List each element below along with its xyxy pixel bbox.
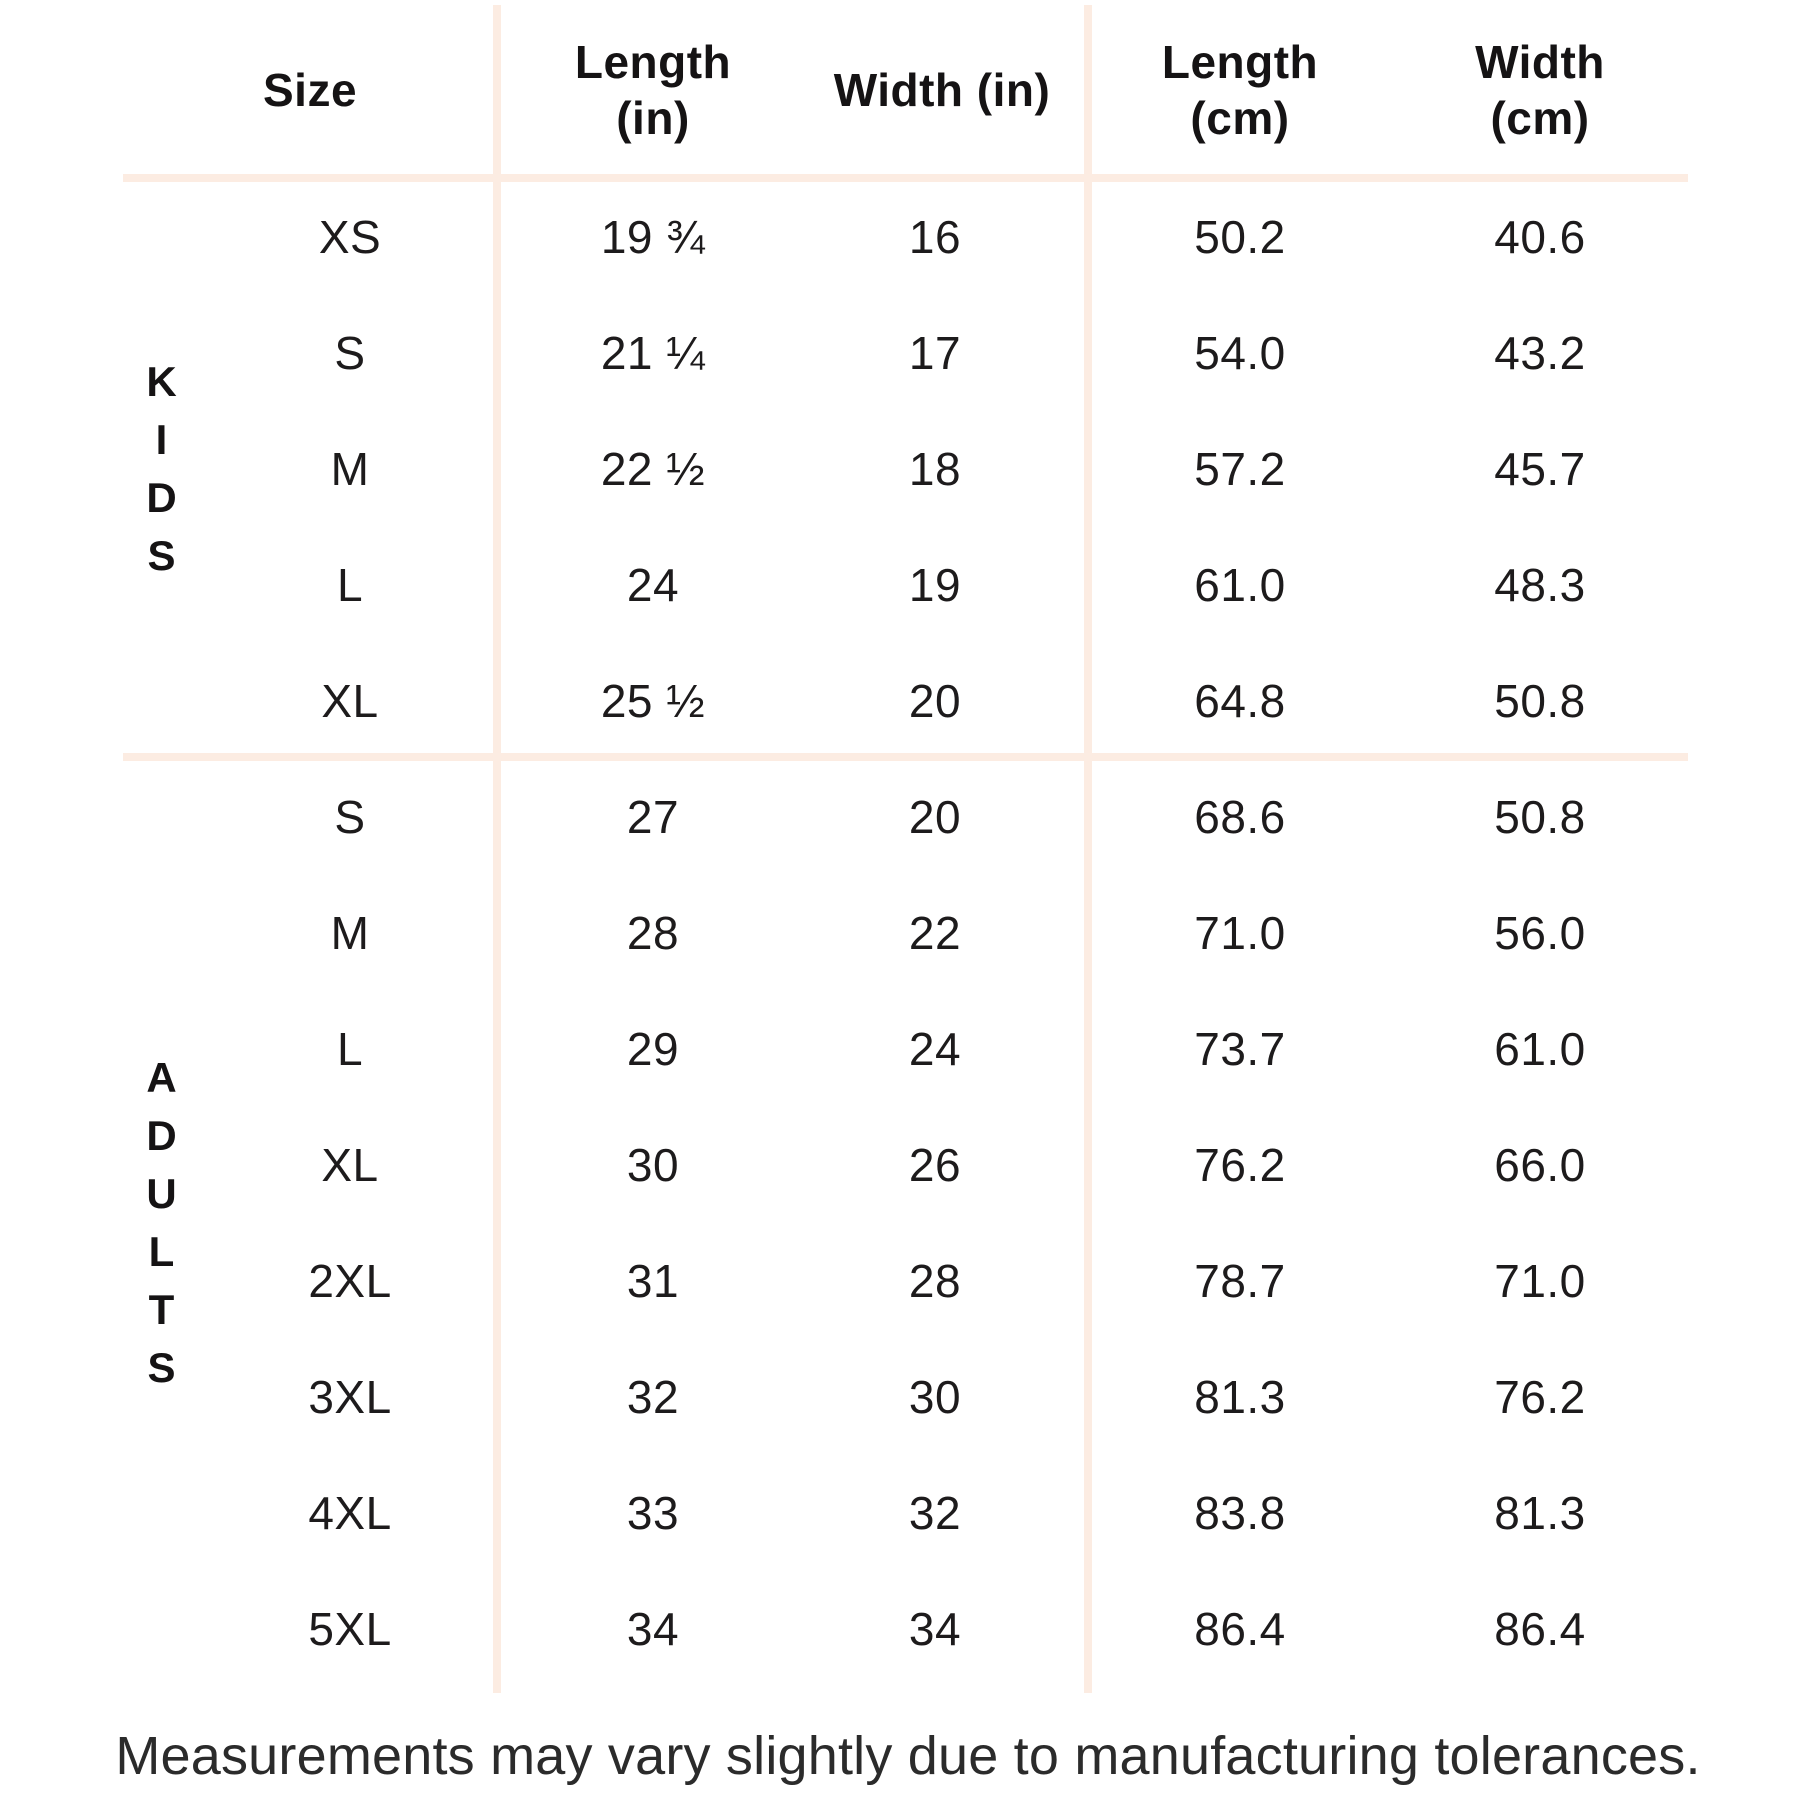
cell-length_in: 25 ½ (600, 675, 706, 727)
cell-size: 3XL (308, 1371, 392, 1423)
cell-length_cm: 78.7 (1194, 1255, 1286, 1307)
cell-width_cm: 50.8 (1494, 791, 1586, 843)
group-label-letter: K (146, 358, 178, 405)
cell-size: L (336, 1023, 364, 1075)
cell-size: S (334, 791, 366, 843)
column-header-width-in: Width (in) (833, 64, 1051, 116)
group-label-letter: D (146, 1112, 178, 1159)
group-label-letter: S (147, 532, 177, 579)
cell-length_in: 31 (626, 1255, 680, 1307)
column-header-length-in-line1: Length (574, 36, 732, 88)
cell-size: S (334, 327, 366, 379)
column-divider-left (493, 5, 501, 1693)
cell-width_cm: 86.4 (1494, 1603, 1586, 1655)
cell-length_in: 19 ¾ (600, 211, 706, 263)
cell-size: 2XL (308, 1255, 392, 1307)
cell-length_cm: 57.2 (1194, 443, 1286, 495)
cell-width_in: 16 (908, 211, 962, 263)
column-header-length-cm: Length (cm) (1162, 34, 1318, 146)
cell-length_cm: 50.2 (1194, 211, 1286, 263)
group-label-letter: I (155, 416, 169, 463)
cell-width_cm: 81.3 (1494, 1487, 1586, 1539)
cell-length_cm: 83.8 (1194, 1487, 1286, 1539)
column-header-width-cm-line2: (cm) (1490, 92, 1590, 144)
cell-width_in: 32 (908, 1487, 962, 1539)
cell-size: XS (318, 211, 382, 263)
footer-note: Measurements may vary slightly due to ma… (115, 1726, 1701, 1786)
cell-length_in: 33 (626, 1487, 680, 1539)
cell-width_cm: 71.0 (1494, 1255, 1586, 1307)
cell-length_cm: 64.8 (1194, 675, 1286, 727)
cell-width_in: 20 (908, 791, 962, 843)
cell-length_cm: 54.0 (1194, 327, 1286, 379)
cell-width_in: 26 (908, 1139, 962, 1191)
cell-length_cm: 73.7 (1194, 1023, 1286, 1075)
cell-width_in: 30 (908, 1371, 962, 1423)
cell-length_in: 30 (626, 1139, 680, 1191)
cell-size: 4XL (308, 1487, 392, 1539)
cell-length_cm: 86.4 (1194, 1603, 1286, 1655)
cell-length_cm: 68.6 (1194, 791, 1286, 843)
cell-width_cm: 76.2 (1494, 1371, 1586, 1423)
cell-size: L (336, 559, 364, 611)
cell-length_cm: 71.0 (1194, 907, 1286, 959)
cell-width_in: 19 (908, 559, 962, 611)
group-label-letter: U (146, 1170, 178, 1217)
cell-width_in: 28 (908, 1255, 962, 1307)
group-label-letter: D (146, 474, 178, 521)
cell-width_in: 34 (908, 1603, 962, 1655)
column-header-size: Size (262, 64, 358, 116)
group-label-letter: T (148, 1286, 176, 1333)
column-divider-right (1084, 5, 1092, 1693)
cell-width_cm: 48.3 (1494, 559, 1586, 611)
cell-size: M (330, 907, 370, 959)
cell-length_cm: 61.0 (1194, 559, 1286, 611)
cell-length_in: 21 ¼ (600, 327, 706, 379)
column-header-length-in: Length (in) (575, 34, 731, 146)
section-divider (123, 753, 1688, 761)
column-header-width-cm-line1: Width (1475, 36, 1605, 88)
column-header-length-cm-line1: Length (1161, 36, 1319, 88)
cell-length_in: 29 (626, 1023, 680, 1075)
cell-width_in: 20 (908, 675, 962, 727)
column-header-length-cm-line2: (cm) (1190, 92, 1290, 144)
cell-width_cm: 40.6 (1494, 211, 1586, 263)
cell-width_in: 18 (908, 443, 962, 495)
cell-length_cm: 81.3 (1194, 1371, 1286, 1423)
cell-size: M (330, 443, 370, 495)
group-label-letter: L (148, 1228, 176, 1275)
cell-width_cm: 43.2 (1494, 327, 1586, 379)
cell-length_in: 28 (626, 907, 680, 959)
cell-width_in: 22 (908, 907, 962, 959)
cell-size: XL (321, 1139, 379, 1191)
column-header-length-in-line2: (in) (616, 92, 690, 144)
group-label-letter: A (146, 1054, 178, 1101)
cell-length_in: 24 (626, 559, 680, 611)
group-label-letter: S (147, 1344, 177, 1391)
cell-width_cm: 66.0 (1494, 1139, 1586, 1191)
cell-length_in: 34 (626, 1603, 680, 1655)
cell-width_cm: 61.0 (1494, 1023, 1586, 1075)
cell-length_in: 27 (626, 791, 680, 843)
cell-width_cm: 50.8 (1494, 675, 1586, 727)
cell-width_cm: 56.0 (1494, 907, 1586, 959)
cell-size: XL (321, 675, 379, 727)
cell-width_in: 17 (908, 327, 962, 379)
cell-length_cm: 76.2 (1194, 1139, 1286, 1191)
column-header-width-cm: Width (cm) (1475, 34, 1605, 146)
cell-width_in: 24 (908, 1023, 962, 1075)
header-divider (123, 174, 1688, 182)
cell-width_cm: 45.7 (1494, 443, 1586, 495)
cell-size: 5XL (308, 1603, 392, 1655)
cell-length_in: 32 (626, 1371, 680, 1423)
cell-length_in: 22 ½ (600, 443, 706, 495)
